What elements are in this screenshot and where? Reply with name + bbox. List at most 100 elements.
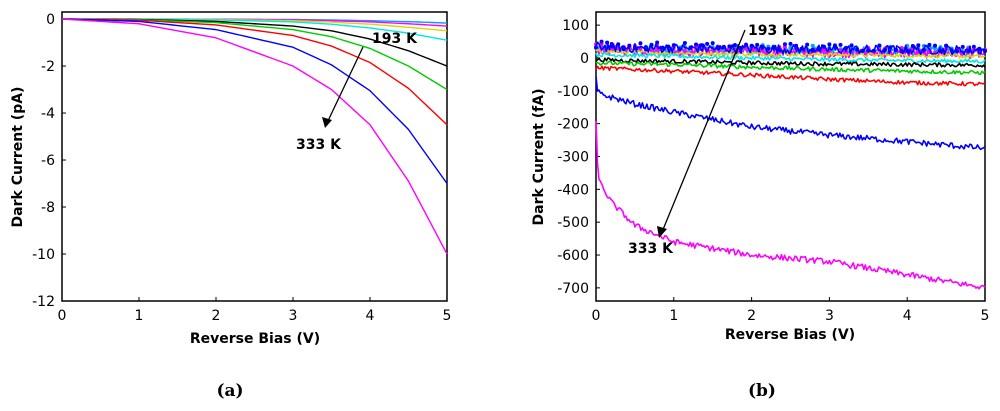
series-point <box>677 47 682 52</box>
series-point <box>755 42 760 47</box>
series-point <box>794 43 799 48</box>
series-point <box>899 49 904 54</box>
series-point <box>810 43 815 48</box>
panel-a-plot-frame <box>61 11 448 302</box>
panel-b-y-ticks: 100 0 -100 -200 -300 -400 -500 -600 -700 <box>557 18 600 297</box>
panel-b-y-axis-label: Dark Current (fA) <box>531 89 547 226</box>
y-tick-label: -8 <box>41 200 55 216</box>
series-point <box>688 45 693 50</box>
x-tick-label: 4 <box>366 308 375 324</box>
series-point <box>705 41 710 46</box>
series-point <box>649 43 654 48</box>
series-point <box>777 48 782 53</box>
series-point <box>799 46 804 51</box>
y-tick-label: -6 <box>41 153 55 169</box>
series-point <box>871 48 876 53</box>
series-point <box>882 48 887 52</box>
series-line <box>595 48 986 59</box>
series-point <box>860 48 865 53</box>
panel-a-x-ticks: 0 1 2 3 4 5 <box>58 297 451 324</box>
y-tick-label: 0 <box>580 51 589 67</box>
series-point <box>805 42 810 47</box>
series-point <box>638 41 643 46</box>
series-point <box>671 43 676 48</box>
y-tick-label: -2 <box>41 59 55 75</box>
series-point <box>594 45 598 50</box>
y-tick-label: -600 <box>557 248 589 264</box>
panel-b-series <box>594 39 987 290</box>
series-point <box>682 48 687 53</box>
x-tick-label: 4 <box>903 308 912 324</box>
panel-a-arrow-head <box>322 117 332 128</box>
series-point <box>960 44 965 49</box>
y-tick-label: -4 <box>41 106 55 122</box>
y-tick-label: -500 <box>557 215 589 231</box>
x-tick-label: 1 <box>669 308 678 324</box>
series-point <box>877 43 882 48</box>
series-point <box>699 43 704 48</box>
panel-b-arrow-head <box>657 226 667 238</box>
series-point <box>844 46 849 51</box>
panel-a-caption: (a) <box>216 381 243 401</box>
series-point <box>821 44 826 49</box>
series-point <box>605 40 610 45</box>
y-tick-label: 100 <box>562 18 589 34</box>
series-point <box>616 42 621 47</box>
y-tick-label: -700 <box>557 281 589 297</box>
series-point <box>766 46 771 51</box>
panel-b-caption: (b) <box>748 381 776 401</box>
panel-a-label-333k: 333 K <box>296 137 342 153</box>
panel-a-x-axis-label: Reverse Bias (V) <box>190 331 320 347</box>
panel-a-label-193k: 193 K <box>372 31 418 47</box>
series-point <box>827 42 832 47</box>
series-point <box>866 48 871 53</box>
series-point <box>732 42 737 47</box>
x-tick-label: 0 <box>58 308 67 324</box>
series-point <box>721 44 726 49</box>
panel-b-label-193k: 193 K <box>748 23 794 39</box>
series-point <box>838 42 843 47</box>
series-point <box>983 49 987 54</box>
series-line <box>595 52 986 64</box>
series-point <box>949 48 954 53</box>
series-point <box>749 43 754 48</box>
series-line <box>595 76 986 151</box>
series-point <box>977 46 982 51</box>
x-tick-label: 0 <box>592 308 601 324</box>
series-line <box>61 18 448 255</box>
series-point <box>910 43 915 48</box>
series-line <box>61 18 448 184</box>
series-point <box>610 44 615 49</box>
series-point <box>694 42 699 47</box>
y-tick-label: -100 <box>557 84 589 100</box>
x-tick-label: 2 <box>212 308 221 324</box>
y-tick-label: -200 <box>557 117 589 133</box>
series-line <box>595 120 986 290</box>
series-point <box>782 42 787 47</box>
series-point <box>716 46 721 51</box>
series-point <box>710 41 715 46</box>
series-point <box>955 49 960 54</box>
y-tick-label: 0 <box>46 12 55 28</box>
series-point <box>788 41 793 46</box>
series-point <box>621 47 626 52</box>
series-line <box>595 60 986 76</box>
x-tick-label: 5 <box>981 308 990 324</box>
x-tick-label: 1 <box>135 308 144 324</box>
panel-b-x-ticks: 0 1 2 3 4 5 <box>592 297 990 324</box>
series-point <box>760 44 765 49</box>
series-point <box>782 45 787 50</box>
series-point <box>682 40 687 45</box>
panel-a-y-ticks: 0 -2 -4 -6 -8 -10 -12 <box>32 12 66 310</box>
series-point <box>599 39 604 44</box>
series-point <box>921 47 926 52</box>
series-point <box>810 47 815 52</box>
series-line <box>61 18 448 126</box>
series-line <box>595 65 986 87</box>
series-point <box>771 45 776 50</box>
series-point <box>744 42 749 47</box>
series-point <box>966 49 971 54</box>
